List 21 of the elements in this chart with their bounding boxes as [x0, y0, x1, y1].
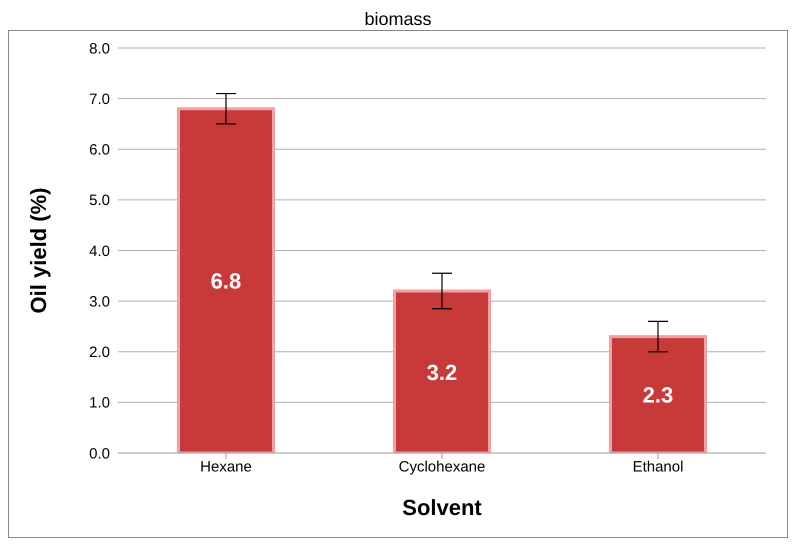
- y-tick-label: 0.0: [89, 445, 110, 462]
- x-tick-label: Ethanol: [632, 458, 684, 476]
- y-tick-label: 1.0: [89, 394, 110, 412]
- bar: [608, 335, 707, 453]
- bar: [176, 107, 275, 453]
- y-tick-label: 4.0: [89, 242, 110, 260]
- bar: [392, 290, 491, 453]
- data-label: 3.2: [426, 360, 458, 385]
- x-axis-title: Solvent: [402, 495, 482, 520]
- y-tick-label: 6.0: [89, 142, 110, 159]
- y-tick-label: 8.0: [89, 40, 110, 58]
- y-tick-label: 3.0: [89, 293, 110, 310]
- x-tick-label: Hexane: [200, 458, 252, 476]
- y-tick-label: 2.0: [89, 344, 110, 362]
- chart-title: biomass: [363, 8, 433, 30]
- y-axis-title: Oil yield (%): [26, 188, 51, 314]
- y-tick-label: 7.0: [89, 90, 110, 108]
- x-tick-label: Cyclohexane: [398, 458, 486, 476]
- data-label: 6.8: [210, 268, 242, 294]
- data-label: 2.3: [642, 382, 674, 408]
- y-tick-label: 5.0: [89, 192, 110, 210]
